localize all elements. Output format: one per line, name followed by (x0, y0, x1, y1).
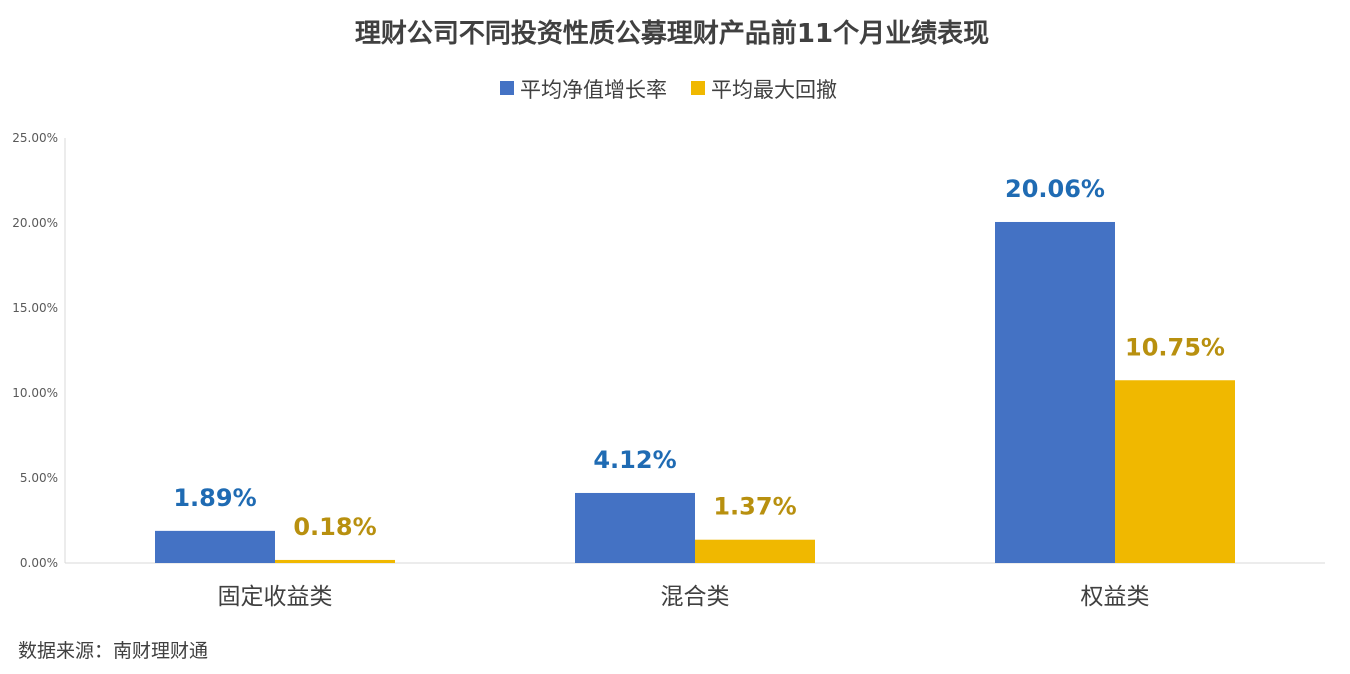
legend: 平均净值增长率 平均最大回撤 (500, 78, 837, 102)
legend-label-growth: 平均净值增长率 (520, 78, 667, 102)
bar-growth-0 (155, 530, 275, 563)
y-tick-label: 25.00% (12, 131, 58, 145)
y-tick-label: 0.00% (20, 556, 58, 570)
bar-drawdown-1 (695, 539, 815, 563)
data-label: 1.89% (173, 484, 256, 512)
y-tick-label: 10.00% (12, 386, 58, 400)
data-labels: 1.89% 0.18% 4.12% 1.37% 20.06% 10.75% (173, 175, 1225, 541)
bar-drawdown-2 (1115, 380, 1235, 563)
bars (155, 221, 1235, 564)
x-axis-ticks: 固定收益类 混合类 权益类 (218, 584, 1150, 610)
chart-title: 理财公司不同投资性质公募理财产品前11个月业绩表现 (355, 18, 989, 49)
legend-swatch-growth (500, 81, 514, 95)
data-label: 20.06% (1005, 175, 1105, 203)
legend-label-drawdown: 平均最大回撤 (711, 78, 837, 102)
bar-drawdown-0 (275, 559, 395, 563)
bar-growth-2 (995, 221, 1115, 564)
data-label: 4.12% (593, 446, 676, 474)
x-tick-label: 固定收益类 (218, 584, 333, 610)
legend-swatch-drawdown (691, 81, 705, 95)
data-label: 10.75% (1125, 333, 1225, 361)
x-tick-label: 混合类 (661, 584, 730, 610)
y-tick-label: 20.00% (12, 216, 58, 230)
y-tick-label: 15.00% (12, 301, 58, 315)
x-tick-label: 权益类 (1081, 584, 1150, 610)
data-label: 1.37% (713, 493, 796, 521)
data-label: 0.18% (293, 513, 376, 541)
bar-growth-1 (575, 492, 695, 563)
y-tick-label: 5.00% (20, 471, 58, 485)
y-axis-ticks: 0.00% 5.00% 10.00% 15.00% 20.00% 25.00% (12, 131, 58, 570)
source-note: 数据来源：南财理财通 (18, 640, 208, 662)
